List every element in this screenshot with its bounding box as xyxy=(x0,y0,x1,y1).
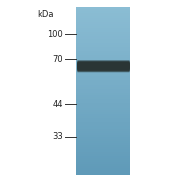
Bar xyxy=(76,9,130,11)
Bar xyxy=(76,93,130,95)
Bar xyxy=(76,172,130,175)
Bar xyxy=(76,53,130,55)
Bar xyxy=(76,149,130,152)
Bar xyxy=(76,24,130,26)
Bar xyxy=(76,66,130,68)
Bar xyxy=(76,76,130,78)
Bar xyxy=(76,37,130,39)
Bar xyxy=(76,105,130,108)
Bar xyxy=(76,118,130,120)
Bar xyxy=(76,95,130,97)
Bar xyxy=(76,51,130,53)
Bar xyxy=(76,160,130,162)
Bar xyxy=(76,45,130,47)
Bar xyxy=(76,57,130,60)
Bar xyxy=(76,158,130,160)
Bar xyxy=(76,43,130,45)
Bar xyxy=(76,152,130,154)
Bar xyxy=(76,30,130,32)
Bar xyxy=(76,141,130,143)
Bar xyxy=(76,11,130,14)
Bar xyxy=(76,103,130,105)
Bar xyxy=(76,108,130,110)
Bar xyxy=(76,20,130,22)
Bar xyxy=(76,74,130,76)
Bar xyxy=(76,120,130,122)
Bar xyxy=(76,70,130,72)
Bar xyxy=(76,139,130,141)
Bar xyxy=(76,85,130,87)
Bar xyxy=(76,22,130,24)
Bar xyxy=(76,170,130,172)
Bar xyxy=(76,87,130,89)
Bar xyxy=(76,112,130,114)
Text: 70: 70 xyxy=(52,55,63,64)
Bar xyxy=(76,18,130,20)
Bar xyxy=(76,131,130,133)
Bar xyxy=(76,60,130,62)
Bar xyxy=(76,97,130,99)
Bar xyxy=(76,26,130,28)
Bar xyxy=(76,99,130,101)
Text: 100: 100 xyxy=(47,30,63,39)
Bar xyxy=(76,101,130,103)
Bar xyxy=(76,116,130,118)
Bar xyxy=(76,133,130,135)
Bar xyxy=(76,168,130,170)
Bar xyxy=(76,49,130,51)
Bar xyxy=(76,143,130,145)
Bar xyxy=(76,154,130,156)
Bar xyxy=(76,14,130,16)
Bar xyxy=(76,7,130,9)
Bar xyxy=(76,110,130,112)
Bar xyxy=(76,114,130,116)
Bar xyxy=(76,68,130,70)
Text: 33: 33 xyxy=(52,132,63,141)
Bar xyxy=(76,124,130,127)
Bar xyxy=(76,135,130,137)
Bar xyxy=(76,39,130,41)
Bar xyxy=(76,41,130,43)
Bar xyxy=(76,34,130,37)
Bar xyxy=(76,145,130,147)
Bar xyxy=(76,166,130,168)
Bar xyxy=(76,127,130,129)
Bar xyxy=(76,64,130,66)
Text: kDa: kDa xyxy=(37,10,54,19)
Bar xyxy=(76,122,130,124)
Bar xyxy=(76,62,130,64)
Text: 44: 44 xyxy=(53,100,63,109)
Bar xyxy=(76,162,130,164)
Bar xyxy=(76,137,130,139)
Bar xyxy=(76,147,130,149)
Bar xyxy=(76,82,130,85)
Bar xyxy=(76,32,130,34)
Bar xyxy=(76,89,130,91)
Bar xyxy=(76,80,130,82)
Bar xyxy=(76,72,130,74)
Bar xyxy=(76,129,130,131)
Bar xyxy=(76,16,130,18)
Bar xyxy=(76,156,130,158)
Bar xyxy=(76,28,130,30)
Bar xyxy=(76,47,130,49)
Bar xyxy=(76,78,130,80)
Bar xyxy=(76,91,130,93)
Bar xyxy=(76,164,130,166)
Bar xyxy=(76,55,130,57)
